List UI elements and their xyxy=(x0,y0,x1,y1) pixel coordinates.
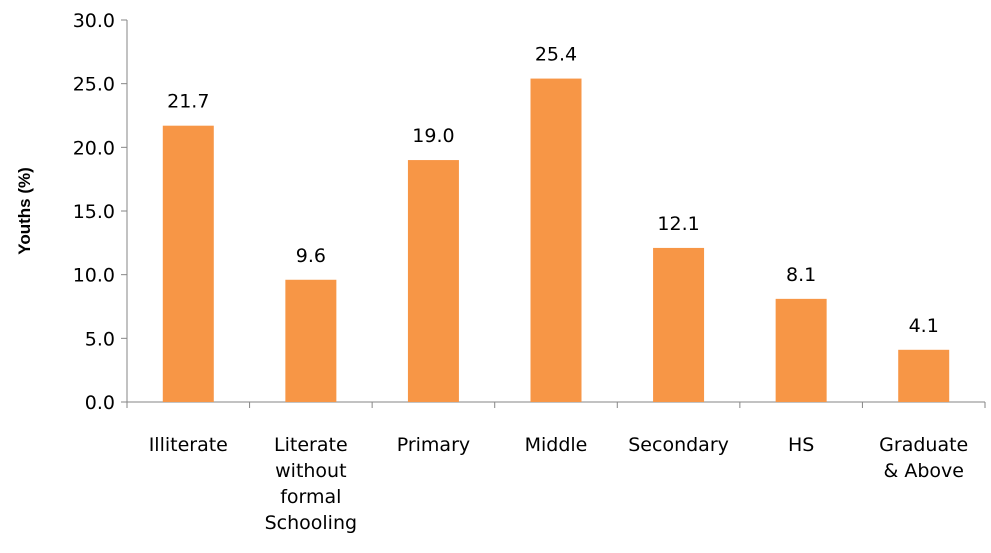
data-label: 19.0 xyxy=(412,125,454,147)
data-label: 9.6 xyxy=(296,245,326,267)
bar xyxy=(285,279,337,402)
category-label-line: Graduate xyxy=(879,434,968,456)
bar xyxy=(407,160,459,402)
y-tick-label: 20.0 xyxy=(73,137,115,159)
category-label: Illiterate xyxy=(149,434,228,456)
category-label-line: without xyxy=(275,460,346,482)
bar xyxy=(775,298,827,402)
data-label: 21.7 xyxy=(167,91,209,113)
data-label: 4.1 xyxy=(909,315,939,337)
data-label: 25.4 xyxy=(535,44,577,66)
category-label-line: Literate xyxy=(274,434,348,456)
y-tick-label: 30.0 xyxy=(73,10,115,32)
category-label: Middle xyxy=(525,434,588,456)
y-tick-label: 25.0 xyxy=(73,74,115,96)
y-tick-label: 5.0 xyxy=(85,328,115,350)
category-label-line: Primary xyxy=(397,434,470,456)
data-labels-group: 21.7 9.6 19.0 25.4 12.1 8.1 4.1 xyxy=(167,44,939,337)
y-tick-label: 10.0 xyxy=(73,265,115,287)
category-label-line: Middle xyxy=(525,434,588,456)
category-label: Primary xyxy=(397,434,470,456)
category-label: Literate without formal Schooling xyxy=(265,434,357,534)
bar xyxy=(898,349,950,402)
y-axis-title: Youths (%) xyxy=(15,167,34,255)
bars-group xyxy=(162,78,950,402)
category-label-line: Secondary xyxy=(628,434,729,456)
category-label-line: HS xyxy=(788,434,814,456)
category-label-line: formal xyxy=(280,486,341,508)
category-label-line: & Above xyxy=(883,460,963,482)
x-axis xyxy=(126,401,986,408)
category-label-line: Schooling xyxy=(265,512,357,534)
category-label: Graduate & Above xyxy=(879,434,968,482)
bar xyxy=(162,125,214,402)
category-labels-group: Illiterate Literate without formal Schooling… xyxy=(149,434,969,534)
y-axis: 0.0 5.0 10.0 15.0 20.0 25.0 30.0 xyxy=(73,10,128,414)
category-label: HS xyxy=(788,434,814,456)
bar xyxy=(653,247,705,402)
bar xyxy=(530,78,582,402)
category-label: Secondary xyxy=(628,434,729,456)
y-tick-label: 15.0 xyxy=(73,201,115,223)
data-label: 8.1 xyxy=(786,264,816,286)
category-label-line: Illiterate xyxy=(149,434,228,456)
data-label: 12.1 xyxy=(657,213,699,235)
y-tick-label: 0.0 xyxy=(85,392,115,414)
